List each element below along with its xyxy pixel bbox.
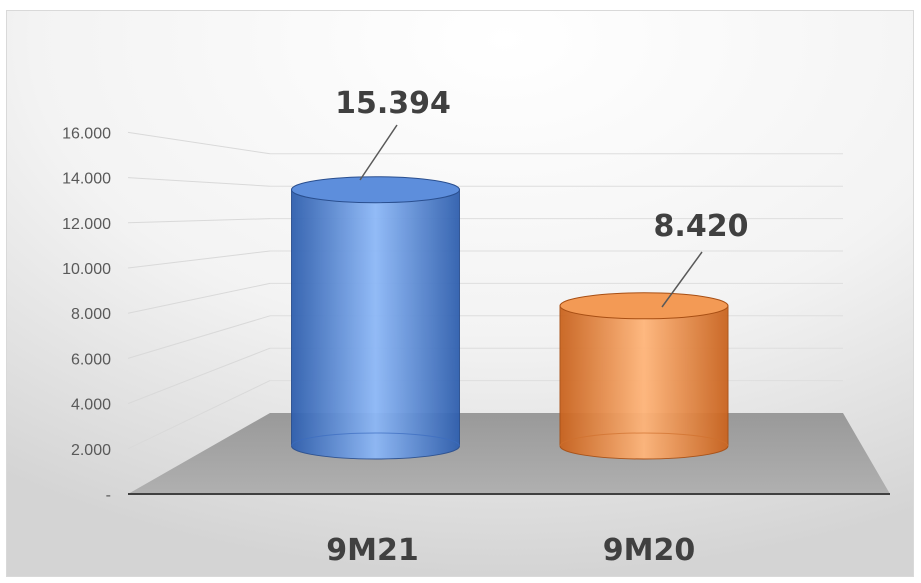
y-tick-label-1: 2.000: [71, 442, 111, 459]
data-label-0: 15.394: [335, 86, 451, 121]
bar-body-1: [559, 305, 729, 460]
y-axis: - 2.000 4.000 6.000 8.000 10.000 12.000 14.000 1…: [62, 125, 111, 504]
y-tick-label-0: -: [106, 487, 111, 504]
bars: [291, 176, 729, 460]
gridline-side-4: [127, 282, 271, 314]
gridline-side-6: [127, 218, 271, 224]
y-tick-label-7: 14.000: [62, 171, 111, 188]
y-tick-label-4: 8.000: [71, 306, 111, 323]
bar-9M21: [291, 176, 460, 460]
labels: 15.394 9M21 8.420 9M20: [326, 86, 748, 568]
bar-base-rim-1: [559, 432, 729, 447]
x-tick-label-9M20: 9M20: [603, 533, 695, 568]
gridline-side-1: [127, 380, 271, 450]
gridline-side-3: [127, 315, 271, 359]
y-tick-label-5: 10.000: [62, 261, 111, 278]
chart-frame: [6, 10, 914, 577]
y-tick-label-3: 6.000: [71, 351, 111, 368]
gridline-side-2: [127, 347, 271, 405]
bar-base-rim-0: [291, 432, 460, 447]
bar-9M20: [559, 292, 729, 460]
bar-body-0: [291, 189, 460, 460]
x-tick-label-9M21: 9M21: [326, 533, 418, 568]
data-label-leader-1: [661, 251, 703, 308]
data-label-leader-0: [359, 124, 398, 181]
gridline-side-8: [127, 131, 271, 155]
data-label-1: 8.420: [654, 209, 749, 244]
y-tick-label-2: 4.000: [71, 397, 111, 414]
bar-top-1: [559, 292, 729, 320]
y-tick-label-6: 12.000: [62, 216, 111, 233]
bar-top-0: [291, 176, 460, 204]
y-tick-label-8: 16.000: [62, 125, 111, 142]
gridline-side-5: [127, 250, 271, 269]
gridline-side-7: [127, 177, 271, 187]
